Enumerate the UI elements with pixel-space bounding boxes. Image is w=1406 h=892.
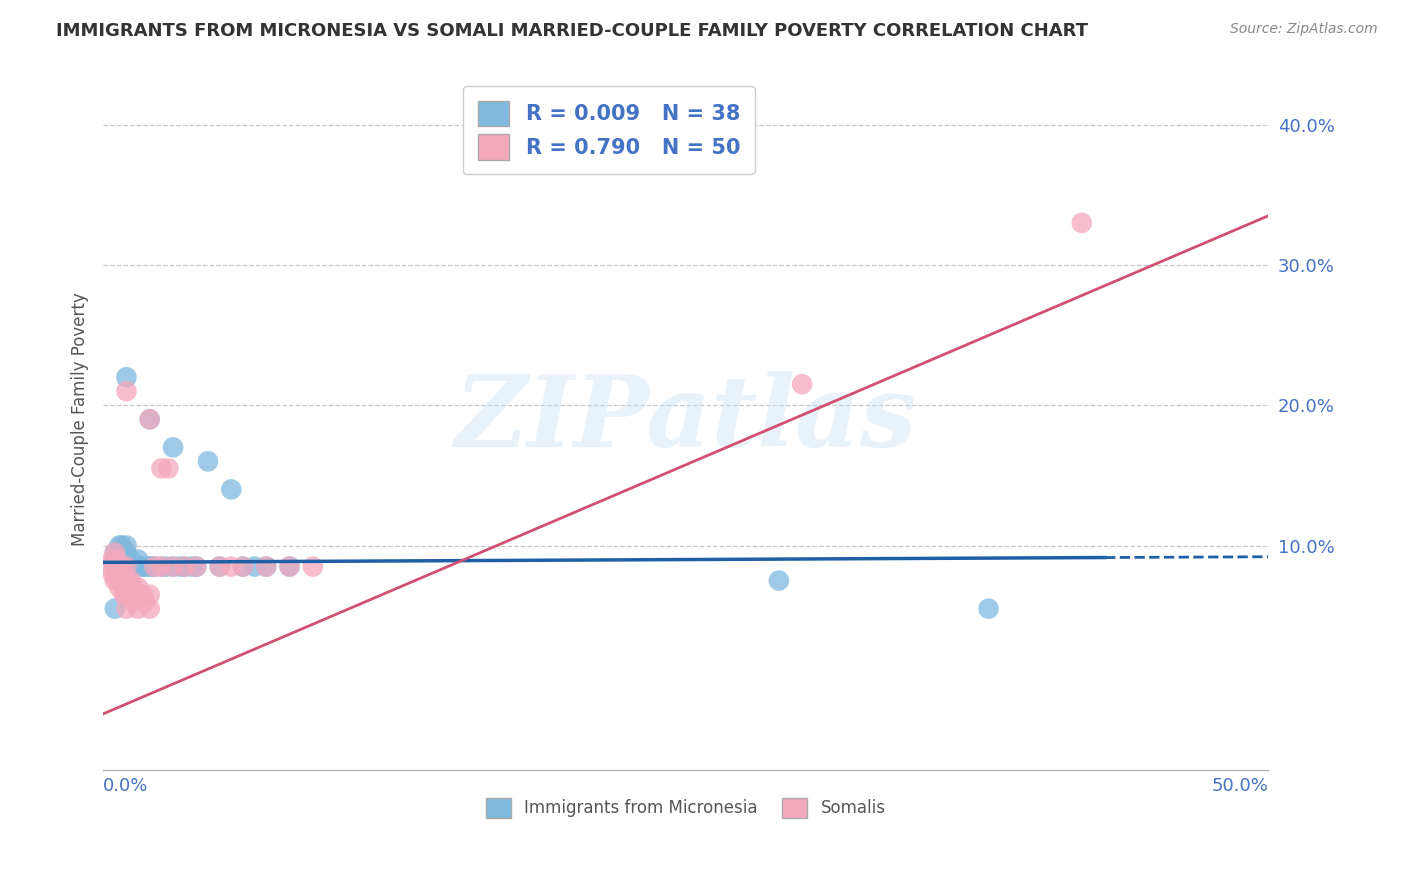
Point [157,461,180,475]
Point [104,545,127,559]
Point [132,588,155,602]
Point [120,588,142,602]
Point [111,574,134,588]
Point [115,539,138,553]
Point [105,574,128,588]
Point [115,574,138,588]
Point [104,601,127,615]
Point [108,559,131,574]
Point [243,559,266,574]
Point [120,574,142,588]
Point [115,588,138,602]
Point [162,559,184,574]
Y-axis label: Married-Couple Family Poverty: Married-Couple Family Poverty [72,293,89,546]
Point [169,559,191,574]
Point [977,601,1000,615]
Point [138,559,160,574]
Point [155,559,177,574]
Point [254,559,277,574]
Point [108,545,131,559]
Point [150,559,173,574]
Point [180,559,202,574]
Point [208,559,231,574]
Point [105,552,128,566]
Point [127,559,149,574]
Point [219,559,242,574]
Point [115,559,138,574]
Point [104,552,127,566]
Point [122,559,145,574]
Point [219,483,242,497]
Point [150,559,173,574]
Point [138,601,160,615]
Point [112,588,135,602]
Point [301,559,323,574]
Point [232,559,254,574]
Point [104,566,127,581]
Point [138,559,160,574]
Point [173,559,195,574]
Point [108,566,131,581]
Point [127,588,149,602]
Point [104,545,127,559]
Point [134,559,156,574]
Point [254,559,277,574]
Point [108,539,131,553]
Point [115,601,138,615]
Point [1070,216,1092,230]
Point [138,412,160,426]
Point [115,545,138,559]
Point [115,370,138,384]
Text: IMMIGRANTS FROM MICRONESIA VS SOMALI MARRIED-COUPLE FAMILY POVERTY CORRELATION C: IMMIGRANTS FROM MICRONESIA VS SOMALI MAR… [56,22,1088,40]
Point [134,594,156,608]
Point [162,559,184,574]
Point [104,559,127,574]
Point [132,559,155,574]
Point [197,454,219,468]
Point [98,559,121,574]
Legend: Immigrants from Micronesia, Somalis: Immigrants from Micronesia, Somalis [479,791,893,825]
Point [111,539,134,553]
Point [792,377,814,392]
Point [112,545,135,559]
Point [101,552,124,566]
Point [278,559,301,574]
Point [127,581,149,595]
Point [120,552,142,566]
Point [122,581,145,595]
Point [112,566,135,581]
Point [186,559,208,574]
Text: 50.0%: 50.0% [1212,777,1268,795]
Point [105,559,128,574]
Point [150,461,173,475]
Point [101,566,124,581]
Point [278,559,301,574]
Point [186,559,208,574]
Text: 0.0%: 0.0% [103,777,149,795]
Point [122,594,145,608]
Point [111,559,134,574]
Point [143,559,166,574]
Point [112,581,135,595]
Text: Source: ZipAtlas.com: Source: ZipAtlas.com [1230,22,1378,37]
Point [143,559,166,574]
Text: ZIPatlas: ZIPatlas [454,371,917,467]
Point [173,559,195,574]
Point [115,552,138,566]
Point [232,559,254,574]
Point [768,574,790,588]
Point [127,552,149,566]
Point [104,574,127,588]
Point [208,559,231,574]
Point [138,412,160,426]
Point [108,581,131,595]
Point [115,384,138,399]
Point [162,440,184,454]
Point [127,601,149,615]
Point [138,588,160,602]
